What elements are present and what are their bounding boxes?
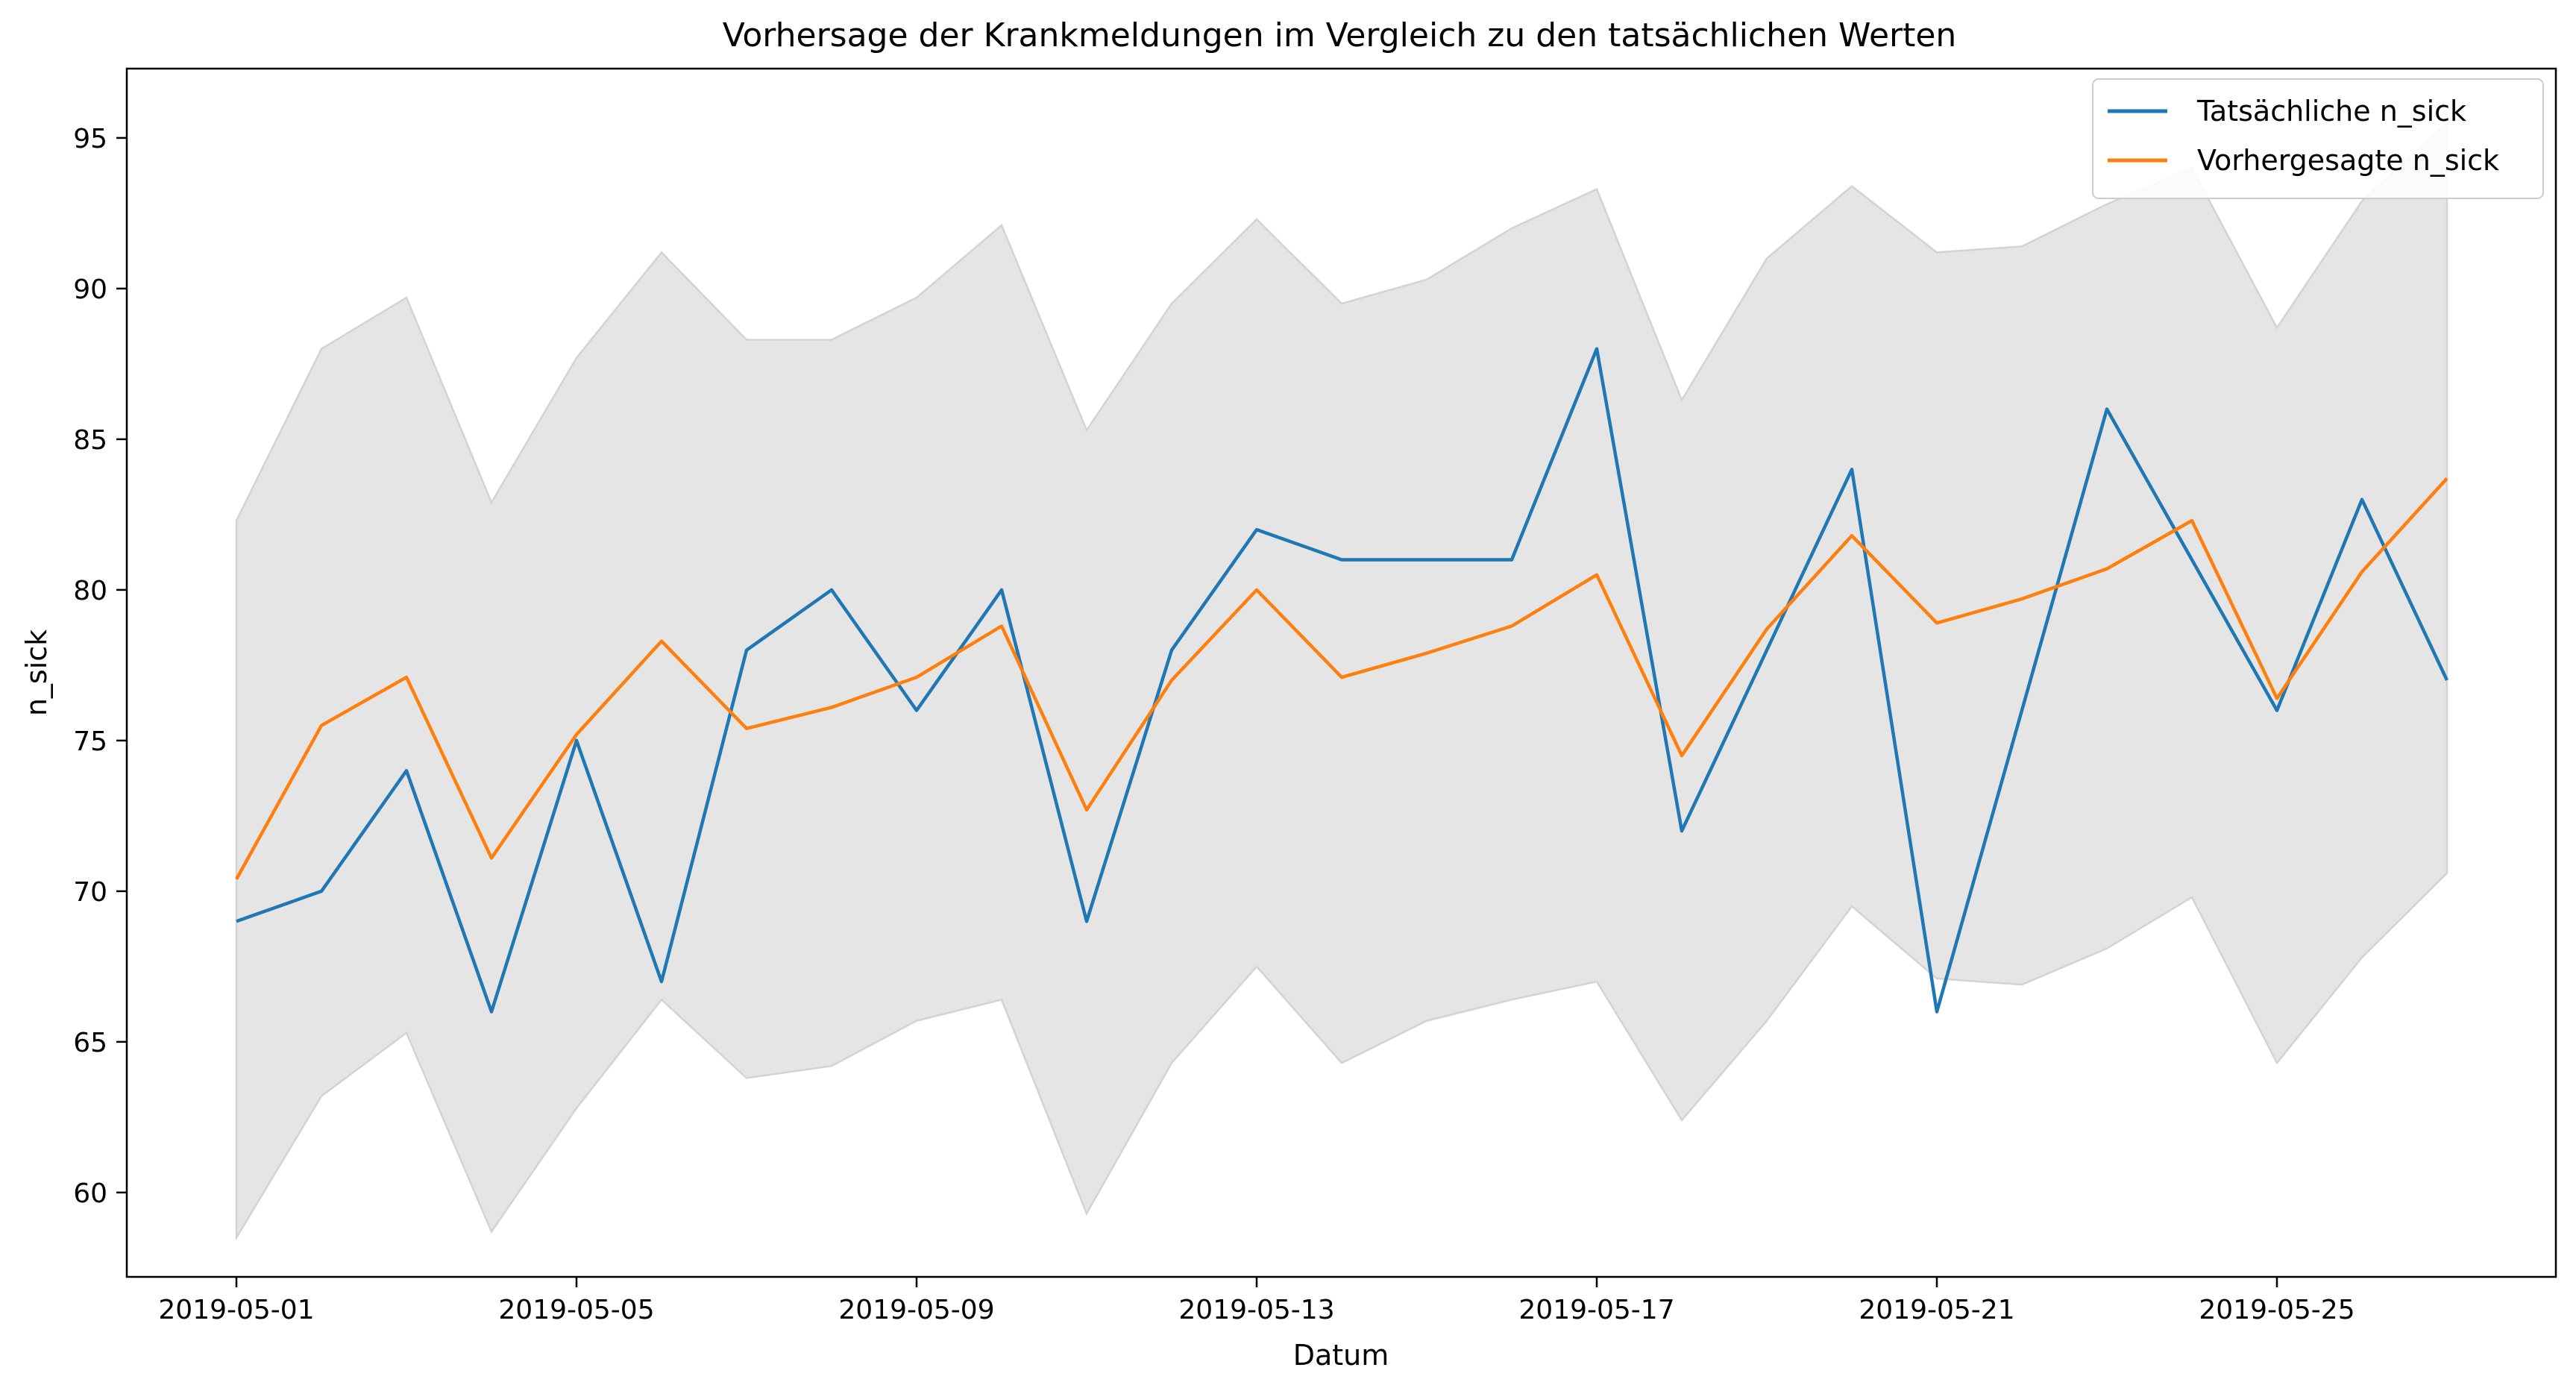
legend: Tatsächliche n_sick Vorhergesagte n_sick [2092,78,2544,199]
series-forecast-line [235,477,2448,880]
legend-label-actual: Tatsächliche n_sick [2196,95,2466,128]
x-tick-label: 2019-05-25 [2199,1295,2354,1325]
y-tick-label: 75 [73,726,107,757]
legend-label-forecast: Vorhergesagte n_sick [2197,144,2499,177]
y-axis-label: n_sick [20,629,53,716]
y-tick-label: 85 [73,425,107,456]
x-tick-label: 2019-05-17 [1518,1295,1674,1325]
x-axis-label: Datum [1293,1339,1389,1372]
x-tick-label: 2019-05-09 [838,1295,994,1325]
y-tick-label: 70 [73,877,107,908]
x-tick-label: 2019-05-01 [158,1295,314,1325]
y-tick-label: 60 [73,1178,107,1209]
y-tick-label: 80 [73,576,107,606]
series-actual-line [236,347,2449,1014]
y-axis: 60 65 70 75 80 85 90 95 [73,124,127,1209]
series-layer [235,347,2449,1014]
x-tick-label: 2019-05-05 [498,1295,654,1325]
x-axis: 2019-05-01 2019-05-05 2019-05-09 2019-05-13… [158,1277,2355,1325]
legend-box [2092,78,2544,199]
confidence-band-layer [235,120,2448,1241]
y-tick-label: 90 [73,274,107,305]
chart-title: Vorhersage der Krankmeldungen im Verglei… [723,16,1957,54]
confidence-band [235,120,2448,1241]
y-tick-label: 65 [73,1028,107,1058]
x-tick-label: 2019-05-13 [1178,1295,1334,1325]
axes-frame [125,67,2557,1278]
x-tick-label: 2019-05-21 [1859,1295,2014,1325]
y-tick-label: 95 [73,124,107,154]
